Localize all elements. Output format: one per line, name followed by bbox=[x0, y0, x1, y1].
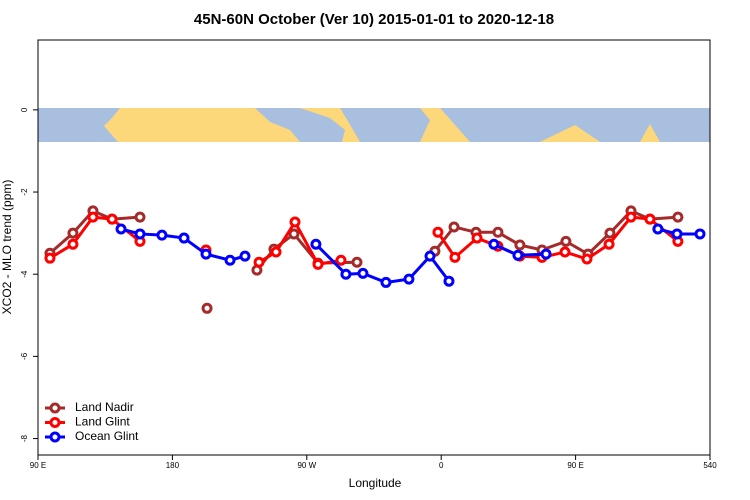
data-point bbox=[87, 211, 99, 223]
data-point bbox=[488, 238, 500, 250]
data-point bbox=[449, 251, 461, 263]
plot-frame bbox=[37, 39, 711, 456]
chart-title: 45N-60N October (Ver 10) 2015-01-01 to 2… bbox=[194, 11, 554, 28]
data-point bbox=[270, 246, 282, 258]
data-point bbox=[312, 258, 324, 270]
data-point bbox=[134, 228, 146, 240]
x-tick-label: 0 bbox=[439, 461, 444, 470]
data-point bbox=[310, 238, 322, 250]
data-point bbox=[512, 249, 524, 261]
data-point bbox=[115, 223, 127, 235]
legend-marker bbox=[49, 431, 61, 443]
data-point bbox=[448, 221, 460, 233]
legend-marker bbox=[49, 417, 61, 428]
legend-label: Land Nadir bbox=[75, 400, 134, 414]
legend-label: Land Glint bbox=[75, 415, 130, 429]
y-tick-label: -2 bbox=[20, 188, 29, 196]
data-point bbox=[67, 238, 79, 250]
data-point bbox=[224, 254, 236, 266]
y-tick-label: -6 bbox=[20, 352, 29, 360]
data-point bbox=[340, 268, 352, 280]
data-point bbox=[581, 253, 593, 265]
data-point bbox=[540, 248, 552, 260]
data-point bbox=[471, 232, 483, 244]
data-point bbox=[644, 213, 656, 225]
legend-marker bbox=[49, 402, 61, 414]
legend-label: Ocean Glint bbox=[75, 429, 139, 443]
map-land bbox=[255, 108, 345, 142]
x-tick-label: 180 bbox=[166, 461, 180, 470]
data-point bbox=[492, 226, 504, 238]
x-tick-label: 90 W bbox=[297, 461, 316, 470]
data-point bbox=[380, 276, 392, 288]
data-point bbox=[671, 228, 683, 240]
data-point bbox=[357, 267, 369, 279]
data-point bbox=[403, 273, 415, 285]
data-point bbox=[253, 256, 265, 268]
map-land bbox=[340, 108, 430, 142]
data-point bbox=[603, 238, 615, 250]
y-tick-label: -8 bbox=[20, 434, 29, 442]
data-point bbox=[67, 227, 79, 239]
data-point bbox=[672, 211, 684, 223]
data-point bbox=[239, 250, 251, 262]
y-tick-label: -4 bbox=[20, 270, 29, 278]
x-tick-label: 90 E bbox=[567, 461, 583, 470]
data-point bbox=[288, 228, 300, 240]
data-point bbox=[652, 223, 664, 235]
data-point bbox=[432, 226, 444, 238]
data-point bbox=[44, 252, 56, 264]
data-point bbox=[156, 229, 168, 241]
data-point bbox=[560, 235, 572, 247]
y-axis-label: XCO2 - MLO trend (ppm) bbox=[0, 180, 14, 315]
map-land bbox=[38, 108, 120, 142]
x-tick-label: 90 E bbox=[30, 461, 46, 470]
data-point bbox=[134, 211, 146, 223]
data-point bbox=[514, 239, 526, 251]
data-point bbox=[201, 302, 213, 314]
map-band bbox=[38, 108, 710, 142]
y-tick-label: 0 bbox=[20, 107, 29, 112]
data-point bbox=[443, 275, 455, 287]
data-point bbox=[604, 227, 616, 239]
data-point bbox=[694, 228, 706, 240]
data-point bbox=[200, 248, 212, 260]
data-point bbox=[335, 254, 347, 266]
x-axis-label: Longitude bbox=[349, 476, 402, 490]
data-point bbox=[289, 216, 301, 228]
x-tick-label: 540 bbox=[703, 461, 717, 470]
data-point bbox=[106, 213, 118, 225]
data-point bbox=[351, 256, 363, 268]
data-point bbox=[424, 250, 436, 262]
data-point bbox=[625, 211, 637, 223]
map-land bbox=[440, 108, 710, 142]
data-point bbox=[559, 246, 571, 258]
data-point bbox=[178, 232, 190, 244]
